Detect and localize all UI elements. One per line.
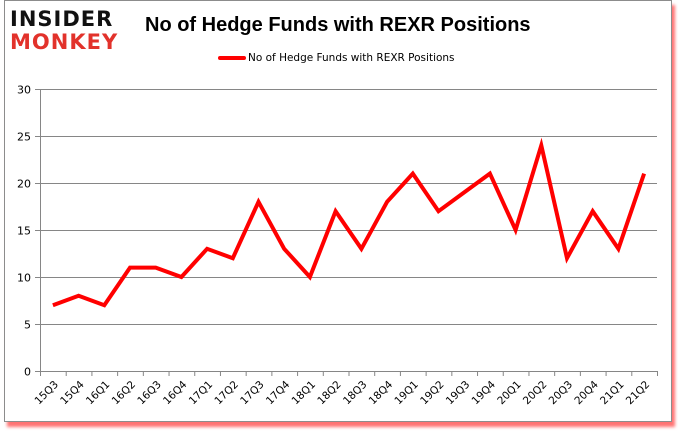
- insider-monkey-logo: INSIDER MONKEY: [10, 8, 130, 56]
- legend-line-swatch: [218, 56, 246, 60]
- x-tick-label: 19Q4: [470, 378, 499, 407]
- y-tick-label: 10: [17, 272, 31, 285]
- x-tick-label: 16Q1: [84, 379, 113, 408]
- logo-line-1: INSIDER: [10, 7, 114, 31]
- x-tick-label: 18Q4: [367, 378, 396, 407]
- y-tick-label: 30: [17, 84, 31, 97]
- y-axis: 0 5 10 15 20 25 30: [17, 84, 41, 379]
- x-tick-label: 15Q4: [58, 378, 87, 407]
- gridlines: [40, 89, 657, 325]
- chart-frame: [4, 0, 672, 422]
- x-tick-label: 18Q1: [290, 379, 319, 408]
- x-tick-label: 20Q4: [572, 378, 601, 407]
- x-tick-label: 19Q2: [418, 379, 447, 408]
- y-tick-label: 5: [24, 319, 31, 332]
- x-tick-label: 21Q1: [598, 379, 627, 408]
- x-tick-label: 15Q3: [32, 379, 61, 408]
- x-tick-label: 18Q3: [341, 379, 370, 408]
- y-tick-label: 25: [17, 131, 31, 144]
- x-tick-label: 20Q3: [547, 379, 576, 408]
- y-tick-label: 15: [17, 225, 31, 238]
- x-tick-label: 17Q2: [212, 379, 241, 408]
- chart-legend: No of Hedge Funds with REXR Positions: [218, 52, 455, 64]
- x-tick-label: 20Q1: [495, 379, 524, 408]
- x-axis: 15Q315Q416Q116Q216Q316Q417Q117Q217Q317Q4…: [32, 371, 658, 408]
- chart-title: No of Hedge Funds with REXR Positions: [145, 14, 531, 36]
- x-tick-label: 19Q1: [392, 379, 421, 408]
- y-tick-label: 0: [24, 366, 31, 379]
- x-tick-label: 18Q2: [315, 379, 344, 408]
- x-tick-label: 17Q4: [264, 378, 293, 407]
- x-tick-label: 20Q2: [521, 379, 550, 408]
- x-tick-label: 21Q2: [624, 379, 653, 408]
- x-tick-label: 16Q4: [161, 378, 190, 407]
- x-tick-label: 19Q3: [444, 379, 473, 408]
- legend-label: No of Hedge Funds with REXR Positions: [248, 52, 455, 64]
- x-tick-label: 16Q2: [110, 379, 139, 408]
- x-tick-label: 16Q3: [135, 379, 164, 408]
- logo-line-2: MONKEY: [10, 30, 119, 54]
- x-tick-label: 17Q1: [187, 379, 216, 408]
- x-tick-label: 17Q3: [238, 379, 267, 408]
- series-line: [52, 137, 646, 308]
- y-tick-label: 20: [17, 178, 31, 191]
